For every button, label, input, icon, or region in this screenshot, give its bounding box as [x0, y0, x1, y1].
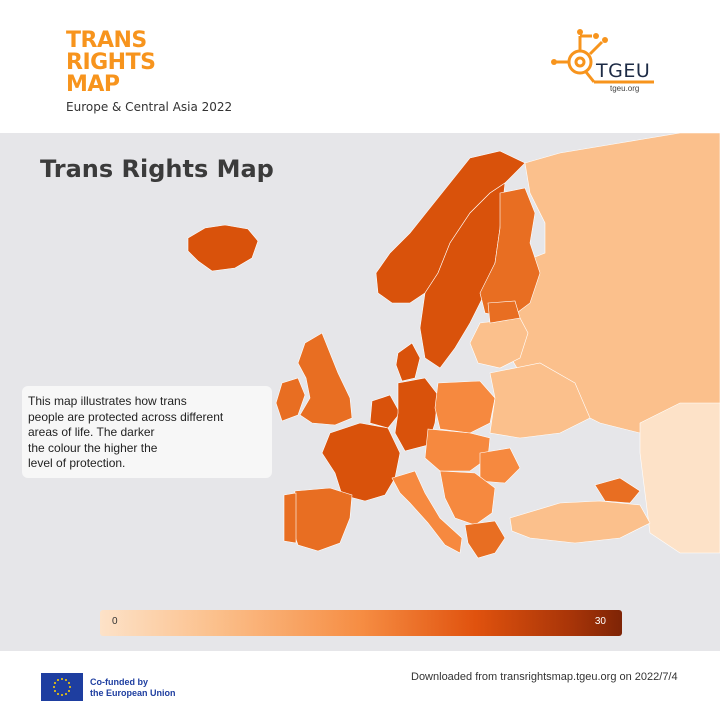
map-region-france: [321, 422, 401, 502]
eu-line-1: Co-funded by: [90, 677, 148, 687]
eu-flag-icon: [41, 673, 83, 701]
info-line: This map illustrates how trans: [28, 394, 187, 408]
map-region-norway: [375, 150, 526, 304]
map-region-caucasus: [594, 477, 641, 504]
map-region-greece: [464, 520, 506, 559]
color-legend: 0 30: [100, 610, 622, 636]
legend-min-label: 0: [112, 616, 118, 627]
map-region-turkey: [509, 500, 651, 544]
map-region-ireland: [275, 377, 306, 422]
map-region-finland: [479, 187, 541, 319]
brand-logo-text: TRANS RIGHTS MAP: [66, 28, 156, 97]
map-region-benelux: [369, 394, 401, 429]
header: TRANS RIGHTS MAP Europe & Central Asia 2…: [0, 0, 720, 133]
info-line: areas of life. The darker: [28, 425, 155, 439]
brand-line-2: RIGHTS: [66, 50, 156, 75]
brand-line-3: MAP: [66, 72, 120, 97]
map-region-balkans: [439, 470, 496, 526]
info-line: level of protection.: [28, 456, 126, 470]
europe-map[interactable]: [0, 133, 720, 651]
map-region-ukraine: [489, 362, 591, 439]
map-region-romania: [479, 447, 521, 484]
map-region-spain: [289, 487, 353, 552]
map-panel[interactable]: Trans Rights Map This map illustrates ho…: [0, 133, 720, 651]
brand-line-1: TRANS: [66, 28, 147, 53]
map-region-italy: [391, 470, 463, 554]
map-region-uk: [297, 332, 353, 426]
map-region-baltics: [469, 317, 529, 369]
logo-url[interactable]: tgeu.org: [610, 84, 640, 93]
info-box: This map illustrates how trans people ar…: [22, 386, 272, 478]
map-region-denmark: [395, 342, 421, 382]
map-region-poland: [434, 380, 496, 434]
info-line: the colour the higher the: [28, 440, 158, 455]
map-region-estonia: [487, 300, 521, 324]
map-region-central-asia: [639, 402, 720, 554]
map-title: Trans Rights Map: [40, 155, 274, 183]
legend-max-label: 30: [594, 616, 606, 627]
eu-cofunding-text: Co-funded by the European Union: [90, 677, 176, 699]
tgeu-logo-icon[interactable]: [550, 24, 660, 94]
map-region-central-europe: [424, 428, 491, 472]
download-source-text[interactable]: Downloaded from transrightsmap.tgeu.org …: [411, 671, 678, 683]
map-region-portugal: [283, 492, 297, 544]
map-region-iceland: [187, 224, 259, 272]
eu-line-2: the European Union: [90, 688, 176, 698]
logo-name: TGEU: [596, 60, 651, 82]
footer: Co-funded by the European Union Download…: [0, 651, 720, 720]
map-subtitle: Europe & Central Asia 2022: [66, 100, 233, 114]
info-line: people are protected across different: [28, 409, 224, 424]
